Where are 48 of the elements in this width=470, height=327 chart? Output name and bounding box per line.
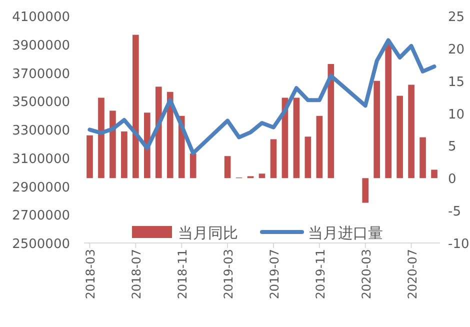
x-tick-label: 2018-11 [176,249,190,300]
bar [98,98,104,178]
y2-tick-label: -10 [448,237,470,252]
bar [121,131,128,178]
bar [385,42,392,178]
legend-label: 当月进口量 [308,224,383,242]
y-tick-label: 3900000 [12,38,70,54]
bar [420,137,426,178]
x-tick-label: 2018-03 [84,249,98,300]
bar [408,84,414,178]
y-tick-label: 2900000 [12,180,70,196]
bar [316,116,323,178]
y-tick-label: 3300000 [12,124,70,138]
legend-label: 当月同比 [178,224,238,242]
bar [190,153,196,178]
y2-tick-label: 15 [448,74,465,90]
y2-tick-label: 0 [448,172,456,188]
x-tick-label: 2019-11 [313,249,328,300]
bar [224,156,231,178]
bar [258,174,266,178]
x-tick-label: 2018-07 [130,249,144,300]
y-tick-label: 2500000 [12,237,70,252]
bar [293,98,300,178]
bar [374,80,380,178]
y2-tick-label: 10 [448,107,465,122]
bar [110,110,116,178]
y2-tick-label: 5 [448,140,456,155]
bar [86,135,93,178]
x-tick-label: 2019-07 [267,249,282,300]
y-tick-label: 3500000 [12,95,70,110]
y2-tick-label: -5 [448,204,461,220]
x-tick-label: 2020-07 [405,249,420,300]
y-tick-label: 2700000 [12,208,70,224]
line-series [88,38,436,156]
y-tick-label: 4100000 [12,10,70,25]
bar [304,136,312,178]
y-tick-label: 3100000 [12,152,70,167]
bar [328,64,334,178]
y2-tick-label: 20 [448,42,465,58]
bar [362,178,369,203]
bar [431,170,438,178]
bar [270,139,277,178]
bar [132,34,139,178]
x-tick-label: 2020-03 [359,249,374,300]
x-tick-label: 2019-03 [222,249,236,300]
y2-tick-label: 25 [448,10,465,25]
bar [396,96,403,178]
y-tick-label: 3700000 [12,66,70,82]
